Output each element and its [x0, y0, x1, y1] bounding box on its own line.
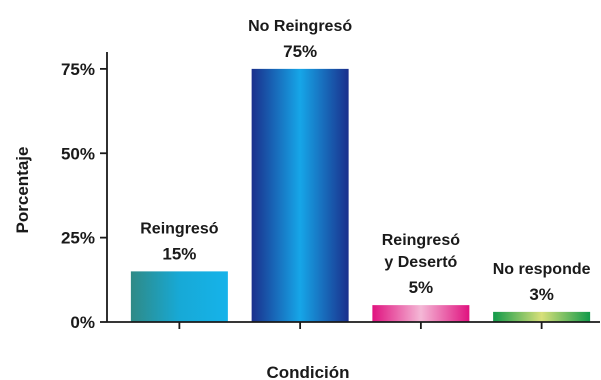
bar-value-label: 3%	[529, 285, 554, 304]
bar-category-label: No responde	[493, 261, 591, 278]
bar	[130, 271, 228, 322]
y-ticks: 0% 25% 50% 75%	[61, 60, 107, 332]
bars-layer	[130, 68, 591, 322]
bar-value-label: 15%	[162, 244, 196, 263]
y-tick-label: 50%	[61, 144, 95, 163]
bar-category-label: Reingresó	[140, 220, 218, 237]
bar-labels: 15% Reingresó 75% No Reingresó 5% Reingresó y …	[140, 18, 590, 304]
bar-category-label: Reingresó	[382, 232, 460, 249]
bar-value-label: 5%	[409, 278, 434, 297]
bar	[251, 68, 349, 322]
bar	[493, 311, 591, 322]
bar-value-label: 75%	[283, 42, 317, 61]
y-axis-title: Porcentaje	[13, 147, 32, 234]
x-axis-title: Condición	[266, 363, 349, 380]
bar-category-label: y Desertó	[384, 254, 457, 271]
y-tick-label: 0%	[70, 313, 95, 332]
y-tick-label: 75%	[61, 60, 95, 79]
bar-category-label: No Reingresó	[248, 18, 352, 35]
x-ticks	[178, 322, 543, 329]
y-tick-label: 25%	[61, 229, 95, 248]
bar	[372, 305, 470, 322]
